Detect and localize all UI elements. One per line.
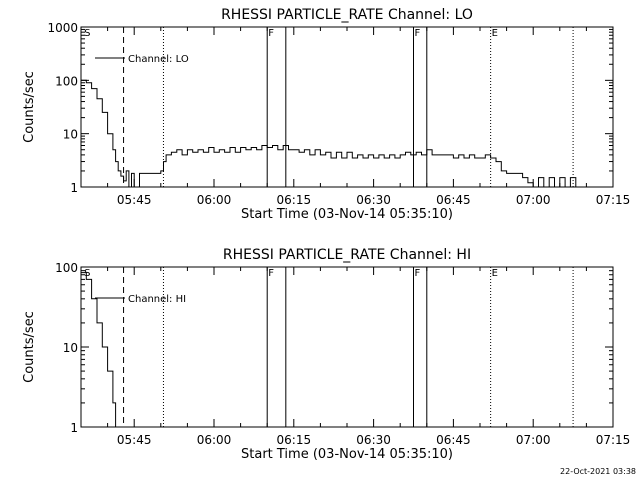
timestamp-label: 22-Oct-2021 03:38: [560, 467, 636, 476]
y-tick-label: 100: [55, 74, 78, 88]
y-tick-label: 100: [55, 261, 78, 275]
x-tick-label: 06:30: [356, 433, 391, 447]
y-axis-label: Counts/sec: [22, 311, 37, 383]
x-axis-label: Start Time (03-Nov-14 05:35:10): [241, 447, 453, 462]
event-marker-label: E: [492, 28, 498, 39]
chart-title: RHESSI PARTICLE_RATE Channel: LO: [221, 7, 473, 23]
chart-title: RHESSI PARTICLE_RATE Channel: HI: [223, 247, 471, 263]
event-marker-label: F: [268, 268, 274, 279]
legend-label: Channel: LO: [128, 54, 189, 65]
legend-label: Channel: HI: [128, 294, 186, 305]
event-marker-label: S: [84, 28, 90, 39]
y-tick-label: 10: [63, 128, 78, 142]
plot-frame: [80, 266, 614, 428]
x-tick-label: 06:00: [197, 193, 232, 207]
x-tick-label: 05:45: [117, 433, 152, 447]
y-tick-label: 10: [63, 341, 78, 355]
x-tick-label: 07:15: [596, 193, 631, 207]
x-tick-label: 06:30: [356, 193, 391, 207]
y-tick-label: 1: [70, 181, 78, 195]
x-tick-label: 06:15: [277, 193, 312, 207]
x-tick-label: 06:45: [436, 193, 471, 207]
event-marker-label: F: [268, 28, 274, 39]
x-tick-label: 06:00: [197, 433, 232, 447]
x-axis-label: Start Time (03-Nov-14 05:35:10): [241, 207, 453, 222]
x-tick-label: 07:15: [596, 433, 631, 447]
chart-panel-lo: RHESSI PARTICLE_RATE Channel: LO 05:45 06:…: [22, 7, 630, 222]
plot-frame: [80, 26, 614, 188]
x-tick-label: 07:00: [516, 433, 551, 447]
x-tick-label: 07:00: [516, 193, 551, 207]
y-tick-label: 1000: [47, 21, 78, 35]
series-line: [81, 272, 117, 427]
event-marker-label: S: [84, 268, 90, 279]
event-marker-label: E: [492, 268, 498, 279]
x-tick-label: 06:15: [277, 433, 312, 447]
x-tick-label: 05:45: [117, 193, 152, 207]
chart-panel-hi: RHESSI PARTICLE_RATE Channel: HI 05:45 06:…: [22, 247, 630, 462]
y-axis-label: Counts/sec: [22, 71, 37, 143]
series-line: [81, 79, 577, 188]
x-tick-label: 06:45: [436, 433, 471, 447]
event-marker-label: F: [415, 268, 421, 279]
event-marker-label: F: [415, 28, 421, 39]
y-tick-label: 1: [70, 421, 78, 435]
